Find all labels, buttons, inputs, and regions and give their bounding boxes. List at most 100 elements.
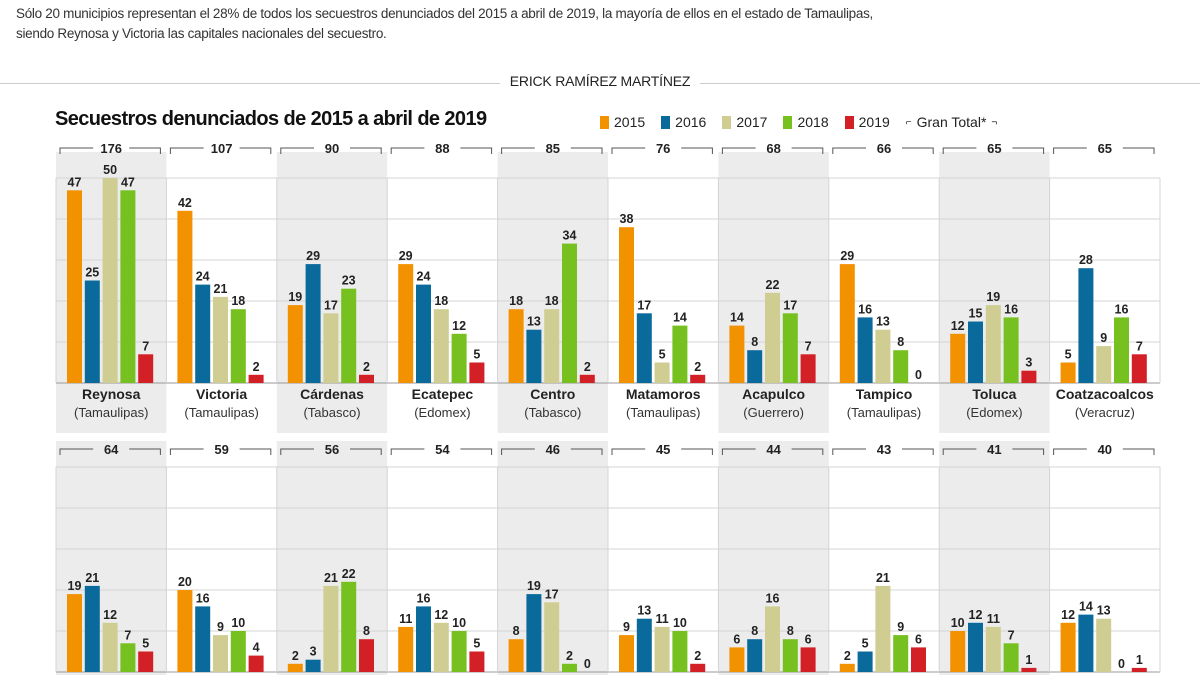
bar-value-label: 5 [1065, 348, 1072, 362]
bar-value-label: 22 [766, 278, 780, 292]
bar-2018 [1114, 317, 1129, 383]
bar-2016 [526, 329, 542, 383]
bar-value-label: 12 [1061, 608, 1075, 622]
bar-value-label: 22 [342, 567, 356, 581]
bar-value-label: 4 [253, 641, 260, 655]
bar-value-label: 18 [231, 294, 245, 308]
bar-value-label: 1 [1025, 653, 1032, 667]
bar-value-label: 16 [417, 591, 431, 605]
bar-value-label: 9 [1100, 331, 1107, 345]
legend-item-2016: 2016 [661, 114, 706, 130]
bar-value-label: 6 [805, 632, 812, 646]
bar-value-label: 14 [673, 311, 687, 325]
bar-value-label: 21 [85, 571, 99, 585]
bar-2017 [985, 305, 1001, 383]
bar-value-label: 11 [987, 612, 1000, 626]
legend-item-2015: 2015 [600, 114, 645, 130]
bar-value-label: 17 [637, 298, 651, 312]
total-bracket [169, 448, 272, 455]
bar-2016 [526, 594, 542, 672]
bar-2015 [1060, 362, 1076, 383]
bar-2017 [1096, 346, 1112, 383]
municipality-name: Matamoros [626, 386, 701, 402]
bar-value-label: 2 [584, 360, 591, 374]
bar-value-label: 7 [124, 628, 131, 642]
total-label: 90 [325, 141, 339, 156]
bar-value-label: 21 [214, 282, 228, 296]
total-bracket [721, 147, 824, 154]
bar-value-label: 29 [840, 249, 854, 263]
bar-2015 [729, 325, 745, 383]
bar-2017 [765, 606, 780, 672]
total-label: 44 [766, 442, 781, 457]
panel-shade [276, 152, 388, 433]
bar-2018 [893, 350, 909, 383]
bar-value-label: 8 [787, 624, 794, 638]
bar-value-label: 47 [121, 175, 135, 189]
total-bracket [1053, 147, 1155, 154]
total-label: 176 [100, 141, 122, 156]
bar-2017 [102, 622, 118, 672]
bar-2016 [857, 317, 873, 383]
total-bracket [721, 448, 824, 455]
bar-2019 [248, 655, 264, 672]
bar-2016 [84, 585, 100, 672]
bar-value-label: 16 [1004, 302, 1018, 316]
total-label: 56 [325, 442, 339, 457]
bar-value-label: 42 [178, 196, 192, 210]
bar-value-label: 5 [659, 348, 666, 362]
bar-2019 [690, 663, 706, 672]
bar-2015 [619, 635, 634, 672]
bar-2015 [398, 626, 414, 672]
bar-2017 [654, 626, 670, 672]
bar-value-label: 13 [527, 315, 541, 329]
legend-item-2018: 2018 [783, 114, 829, 130]
legend-swatch [600, 115, 609, 129]
bar-2019 [138, 354, 154, 383]
bar-value-label: 2 [844, 649, 851, 663]
bar-value-label: 29 [399, 249, 413, 263]
bar-2016 [416, 284, 431, 383]
bar-2015 [508, 309, 524, 383]
bar-2015 [729, 647, 745, 672]
bar-2015 [839, 264, 855, 383]
bar-value-label: 12 [951, 319, 965, 333]
total-bracket [611, 448, 713, 455]
total-bracket [59, 147, 161, 154]
bar-value-label: 21 [876, 571, 890, 585]
total-label: 45 [656, 442, 670, 457]
bar-2015 [67, 190, 82, 383]
intro-line-1: Sólo 20 municipios representan el 28% de… [16, 6, 873, 21]
bar-2016 [1078, 268, 1094, 383]
bar-2017 [102, 178, 118, 383]
bar-value-label: 1 [1136, 653, 1143, 667]
state-name: (Tamaulipas) [626, 405, 700, 420]
bar-value-label: 16 [1115, 302, 1129, 316]
bar-value-label: 23 [342, 274, 356, 288]
bar-value-label: 19 [68, 579, 82, 593]
bar-2017 [1096, 618, 1112, 672]
bar-2018 [1003, 643, 1019, 672]
bar-value-label: 5 [142, 637, 149, 651]
bar-2019 [800, 354, 816, 383]
state-name: (Edomex) [966, 405, 1022, 420]
bar-2016 [1078, 614, 1094, 672]
bar-2015 [950, 333, 966, 383]
bar-value-label: 12 [969, 608, 983, 622]
total-label: 59 [214, 442, 228, 457]
total-bracket [169, 147, 272, 154]
bar-2018 [120, 190, 136, 383]
bar-2017 [323, 585, 339, 672]
bar-2016 [636, 618, 652, 672]
bar-value-label: 25 [85, 266, 99, 280]
total-label: 76 [656, 141, 670, 156]
municipality-name: Victoria [196, 386, 247, 402]
total-bracket [611, 147, 713, 154]
bar-value-label: 5 [473, 348, 480, 362]
panel-shade [939, 152, 1050, 433]
bar-value-label: 17 [324, 298, 338, 312]
bar-value-label: 13 [876, 315, 890, 329]
bar-2015 [177, 210, 193, 383]
bar-2018 [1003, 317, 1019, 383]
bar-2017 [323, 313, 339, 383]
